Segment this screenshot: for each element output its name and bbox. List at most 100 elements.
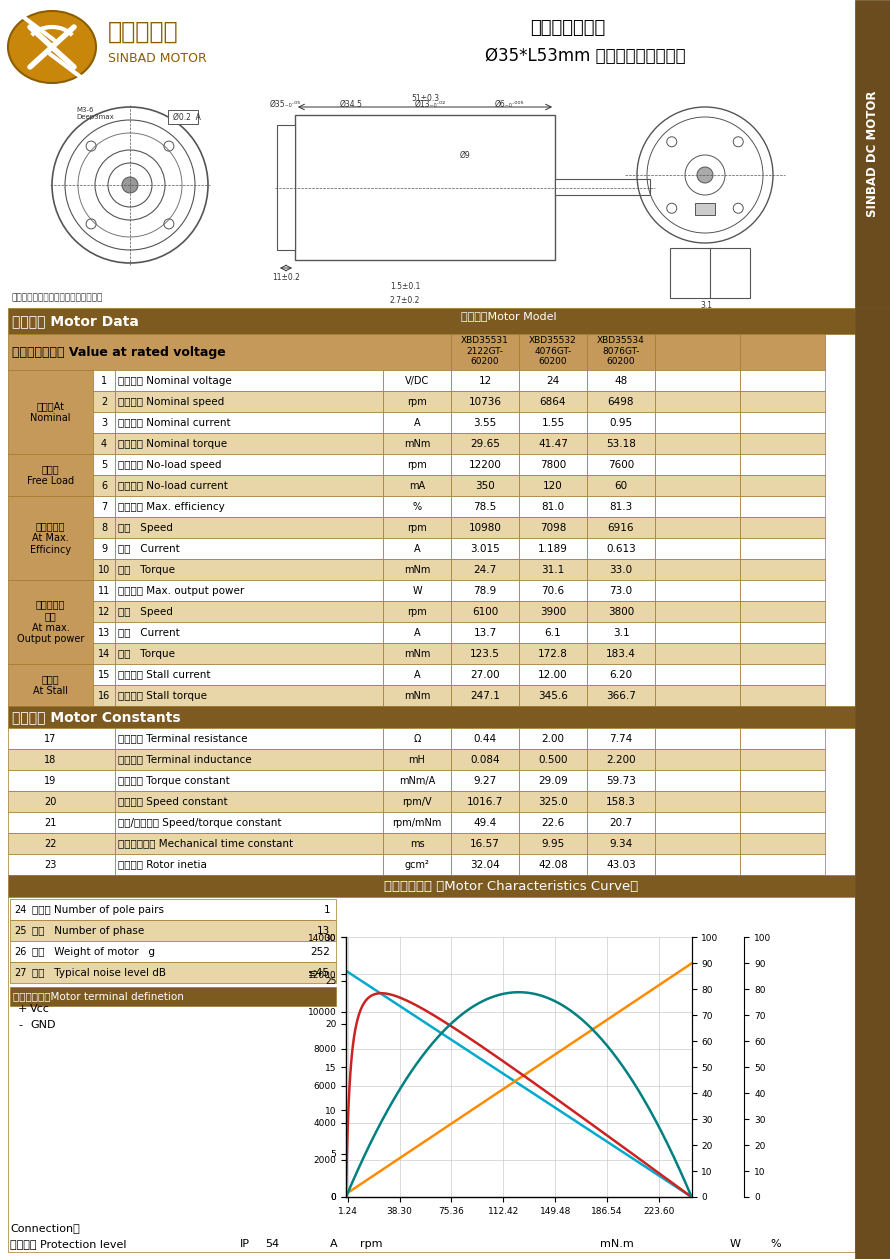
Text: 2.7±0.2: 2.7±0.2 <box>390 296 420 305</box>
Text: 电机特性曲线 （Motor Characteristics Curve）: 电机特性曲线 （Motor Characteristics Curve） <box>384 880 639 893</box>
Text: 1.5±0.1: 1.5±0.1 <box>390 282 420 291</box>
Bar <box>93 433 115 454</box>
Text: 11±0.2: 11±0.2 <box>272 273 300 282</box>
Bar <box>655 412 740 433</box>
Text: 堵转转矩 Stall torque: 堵转转矩 Stall torque <box>118 690 207 700</box>
Bar <box>451 580 519 601</box>
Text: Vcc: Vcc <box>30 1003 50 1013</box>
Text: Ø0.2  A: Ø0.2 A <box>173 112 201 122</box>
Text: 3900: 3900 <box>540 607 566 617</box>
Bar <box>451 517 519 538</box>
Bar <box>115 728 383 749</box>
Text: Ø35₋₀·⁰⁵: Ø35₋₀·⁰⁵ <box>270 99 302 108</box>
Bar <box>115 580 383 601</box>
Text: gcm²: gcm² <box>405 860 430 870</box>
Text: 相数   Number of phase: 相数 Number of phase <box>32 925 144 935</box>
Bar <box>519 334 587 370</box>
Text: 32.04: 32.04 <box>470 860 500 870</box>
Text: 转数/转矩常数 Speed/torque constant: 转数/转矩常数 Speed/torque constant <box>118 817 281 827</box>
Text: 6100: 6100 <box>472 607 498 617</box>
Text: XBD35532: XBD35532 <box>530 335 577 345</box>
Bar <box>8 771 115 791</box>
Text: XBD35534: XBD35534 <box>597 335 645 345</box>
Bar <box>740 854 825 875</box>
Bar <box>451 728 519 749</box>
Bar <box>115 854 383 875</box>
Text: %: % <box>412 501 422 511</box>
Text: 29.65: 29.65 <box>470 438 500 448</box>
Bar <box>740 412 825 433</box>
Text: 最大效率点
At Max.
Efficincy: 最大效率点 At Max. Efficincy <box>30 521 71 555</box>
Text: 27.00: 27.00 <box>470 670 500 680</box>
Bar <box>740 475 825 496</box>
Bar <box>115 475 383 496</box>
Bar <box>8 728 115 749</box>
Bar <box>519 812 587 833</box>
Bar <box>10 940 336 962</box>
Text: 18: 18 <box>44 754 57 764</box>
Text: 54: 54 <box>265 1239 279 1249</box>
Bar <box>115 601 383 622</box>
Bar <box>740 538 825 559</box>
Bar <box>587 334 655 370</box>
Bar <box>655 728 740 749</box>
Text: V/DC: V/DC <box>405 375 429 385</box>
Text: 空心杯电枢绕组: 空心杯电枢绕组 <box>530 19 605 37</box>
Bar <box>587 538 655 559</box>
Bar <box>587 392 655 412</box>
Text: 13.7: 13.7 <box>473 627 497 637</box>
Text: 29.09: 29.09 <box>538 776 568 786</box>
Bar <box>451 334 519 370</box>
Text: rpm: rpm <box>407 397 427 407</box>
Text: 最大效率 Max. efficiency: 最大效率 Max. efficiency <box>118 501 225 511</box>
Text: 345.6: 345.6 <box>538 690 568 700</box>
Text: 48: 48 <box>614 375 627 385</box>
Text: -: - <box>18 1020 22 1030</box>
Bar <box>519 538 587 559</box>
Text: 43.03: 43.03 <box>606 860 635 870</box>
Bar <box>8 308 855 334</box>
Ellipse shape <box>8 11 96 83</box>
Text: 9.95: 9.95 <box>541 838 564 849</box>
Bar <box>115 622 383 643</box>
Bar <box>740 663 825 685</box>
Text: IP: IP <box>240 1239 250 1249</box>
Text: 16.57: 16.57 <box>470 838 500 849</box>
Bar <box>655 433 740 454</box>
Bar <box>168 110 198 123</box>
Bar <box>277 125 295 251</box>
Bar <box>655 517 740 538</box>
Text: 电机感抗 Terminal inductance: 电机感抗 Terminal inductance <box>118 754 252 764</box>
Text: 7.74: 7.74 <box>610 734 633 744</box>
Text: 1: 1 <box>323 904 330 914</box>
Bar <box>93 643 115 663</box>
Text: 7: 7 <box>101 501 107 511</box>
Text: 20.7: 20.7 <box>610 817 633 827</box>
Bar <box>555 179 650 195</box>
Bar <box>740 559 825 580</box>
Bar <box>740 370 825 392</box>
Bar <box>655 663 740 685</box>
Bar <box>519 496 587 517</box>
Bar <box>451 538 519 559</box>
Text: 183.4: 183.4 <box>606 648 636 658</box>
Text: 8076GT-: 8076GT- <box>603 346 640 355</box>
Bar <box>451 454 519 475</box>
Text: 49.4: 49.4 <box>473 817 497 827</box>
Bar <box>519 643 587 663</box>
Bar <box>587 622 655 643</box>
Text: SINBAD MOTOR: SINBAD MOTOR <box>108 52 206 64</box>
Bar <box>115 412 383 433</box>
Text: 堵转电流 Stall current: 堵转电流 Stall current <box>118 670 211 680</box>
Text: 17: 17 <box>44 734 57 744</box>
Bar <box>8 663 93 706</box>
Bar <box>587 685 655 706</box>
Bar <box>451 601 519 622</box>
Bar <box>451 685 519 706</box>
Bar <box>115 538 383 559</box>
Text: GND: GND <box>30 1020 55 1030</box>
Text: 6: 6 <box>101 481 107 491</box>
Text: 7800: 7800 <box>540 460 566 470</box>
Circle shape <box>697 167 713 183</box>
Bar <box>519 749 587 771</box>
